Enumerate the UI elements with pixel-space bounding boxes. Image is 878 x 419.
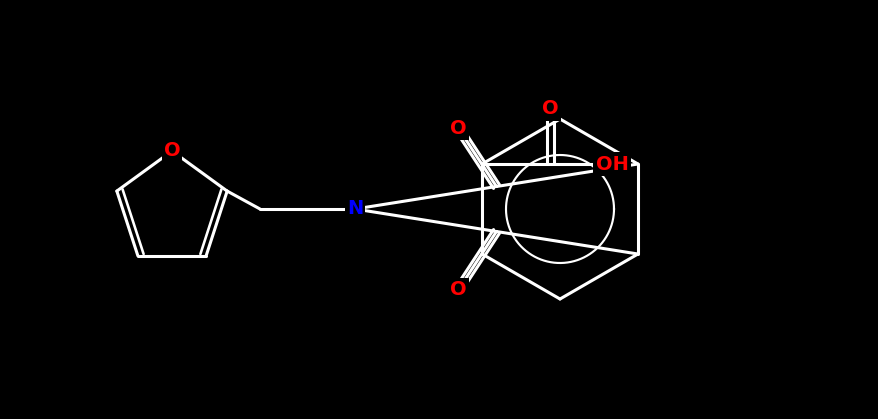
Text: O: O [450, 280, 466, 299]
Text: O: O [450, 119, 466, 138]
Text: O: O [163, 142, 180, 160]
Text: N: N [347, 199, 363, 218]
Text: O: O [541, 99, 558, 119]
Text: OH: OH [595, 155, 628, 173]
